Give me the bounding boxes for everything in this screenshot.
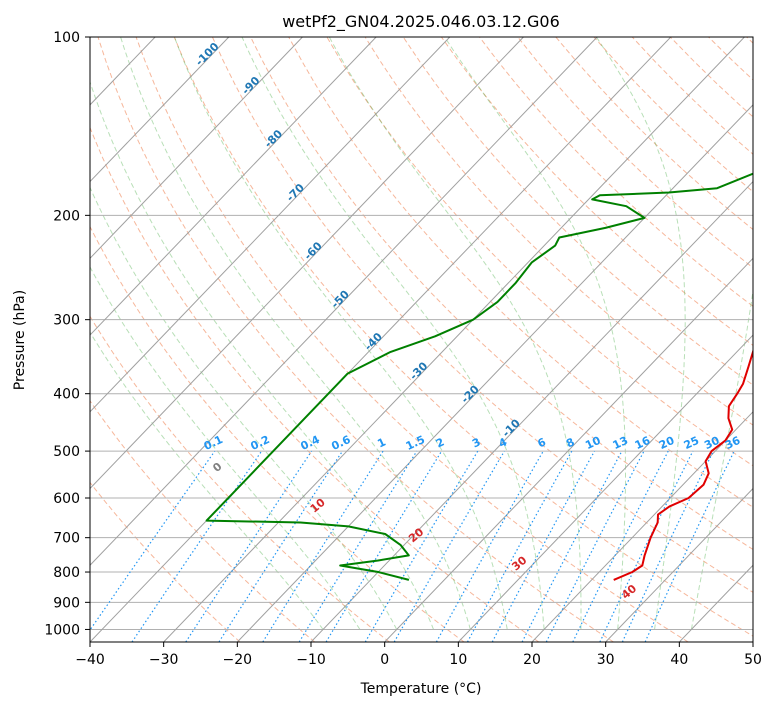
- mixing-ratio-line: [491, 450, 596, 642]
- moist-adiabat-line: [90, 186, 398, 630]
- mixing-ratio-label: 13: [611, 434, 630, 452]
- x-tick-label: −10: [296, 652, 326, 668]
- mixing-ratio-line: [298, 450, 418, 642]
- moist-adiabat-line: [444, 37, 626, 630]
- mixing-ratio-line: [325, 450, 443, 642]
- mixing-ratio-line: [466, 450, 573, 642]
- moist-adiabat-line: [241, 37, 545, 630]
- dry-adiabat-line: [479, 37, 753, 307]
- moist-adiabat-line: [173, 37, 508, 630]
- mixing-ratio-label: 30: [702, 434, 722, 452]
- y-tick-label: 1000: [44, 622, 80, 638]
- isotherm-grid-line: [531, 411, 753, 642]
- moist-adiabat-line: [595, 37, 686, 630]
- isotherm-grid-line: [90, 37, 303, 260]
- isotherm-grid-line: [457, 334, 753, 642]
- x-tick-label: −30: [149, 652, 179, 668]
- y-tick-label: 700: [53, 531, 80, 547]
- mixing-ratio-line: [131, 450, 263, 642]
- y-tick-label: 100: [53, 30, 80, 46]
- x-tick-label: 50: [744, 652, 762, 668]
- y-tick-label: 300: [53, 313, 80, 329]
- mixing-ratio-line: [572, 450, 669, 642]
- y-tick-label: 800: [53, 565, 80, 581]
- x-tick-label: −20: [223, 652, 253, 668]
- mixing-ratio-line: [185, 450, 313, 642]
- mixing-ratio-line: [545, 450, 645, 642]
- isotherm-grid-line: [90, 37, 377, 336]
- chart-title: wetPf2_GN04.2025.046.03.12.G06: [282, 12, 560, 32]
- y-tick-label: 500: [53, 444, 80, 460]
- mixing-ratio-label: 36: [723, 434, 743, 452]
- data-series: [205, 172, 753, 581]
- isotherm-grid-line: [90, 37, 451, 413]
- mixing-ratio-label: 10: [583, 434, 603, 452]
- dry-adiabat-line: [97, 37, 614, 642]
- dewpoint-profile-line: [205, 172, 753, 581]
- y-tick-label: 400: [53, 387, 80, 403]
- isotherm-grid-line: [90, 37, 524, 490]
- x-tick-label: 40: [670, 652, 688, 668]
- dry-adiabat-line: [90, 399, 316, 642]
- background-grid: [90, 37, 753, 642]
- mixing-ratio-line: [90, 450, 216, 632]
- mixing-ratio-line: [218, 450, 343, 642]
- mixing-ratio-label: 16: [633, 434, 653, 452]
- isotherm-grid-line: [236, 104, 753, 642]
- dry-adiabat-line: [288, 37, 753, 508]
- isotherm-grid-line: [163, 37, 745, 642]
- x-tick-label: 20: [523, 652, 541, 668]
- y-tick-label: 200: [53, 208, 80, 224]
- mixing-ratio-line: [262, 450, 384, 642]
- dry-adiabat-line: [440, 37, 753, 346]
- moist-adiabat-line: [90, 265, 361, 630]
- dry-adiabat-line: [211, 37, 753, 593]
- x-tick-label: −40: [75, 652, 105, 668]
- plot-frame: [89, 36, 754, 643]
- x-axis-label: Temperature (°C): [360, 681, 482, 697]
- isotherm-grid-line: [90, 37, 672, 642]
- dry-adiabat-line: [90, 126, 540, 642]
- isotherm-grid-line: [90, 37, 598, 566]
- mixing-ratio-label: 25: [682, 434, 701, 452]
- x-tick-label: 30: [597, 652, 615, 668]
- dry-adiabat-line: [90, 315, 390, 642]
- dry-adiabat-line: [364, 37, 753, 426]
- axes: −40 −30 −20 −10 0 10 20 30 40 50 100 200 300 400 500 60…: [44, 30, 762, 668]
- x-tick-label: 0: [380, 652, 389, 668]
- y-axis-label: Pressure (hPa): [12, 290, 28, 390]
- dry-adiabat-line: [250, 37, 753, 551]
- isotherm-grid-line: [384, 257, 753, 642]
- moist-adiabat-line: [90, 331, 324, 630]
- mixing-ratio-line: [435, 450, 544, 642]
- moist-adiabat-line: [690, 287, 753, 630]
- temperature-profile-line: [613, 348, 753, 581]
- isotherm-grid-line: [605, 487, 753, 642]
- y-tick-label: 900: [53, 595, 80, 611]
- x-tick-label: 10: [449, 652, 467, 668]
- moist-adiabat-line: [328, 37, 582, 630]
- dry-adiabat-line: [135, 37, 689, 642]
- isotherm-grid-line: [90, 37, 230, 183]
- mixing-ratio-label: 20: [657, 434, 677, 452]
- y-tick-label: 600: [53, 491, 80, 507]
- isotherm-grid-line: [310, 180, 753, 642]
